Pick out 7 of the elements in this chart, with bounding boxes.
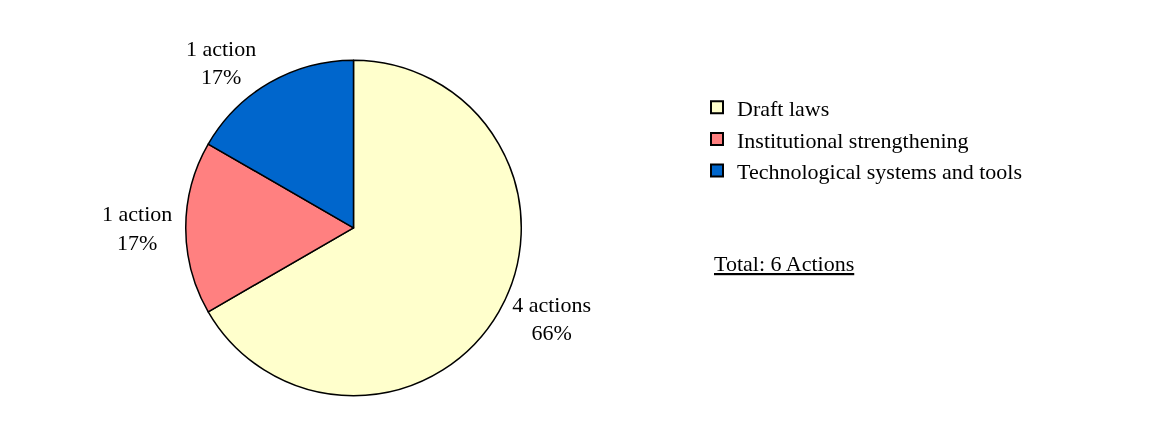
data-label: 1 action 17%	[102, 201, 173, 255]
text: Total: 6 Actions	[714, 251, 855, 276]
data-label: 4 actions 66%	[512, 291, 592, 346]
legend-label: Institutional strengthening	[737, 127, 969, 153]
data-label: 1 action 17%	[185, 35, 257, 90]
legend-label: Technological systems and tools	[737, 159, 1023, 185]
legend-label: Draft laws	[737, 95, 830, 121]
